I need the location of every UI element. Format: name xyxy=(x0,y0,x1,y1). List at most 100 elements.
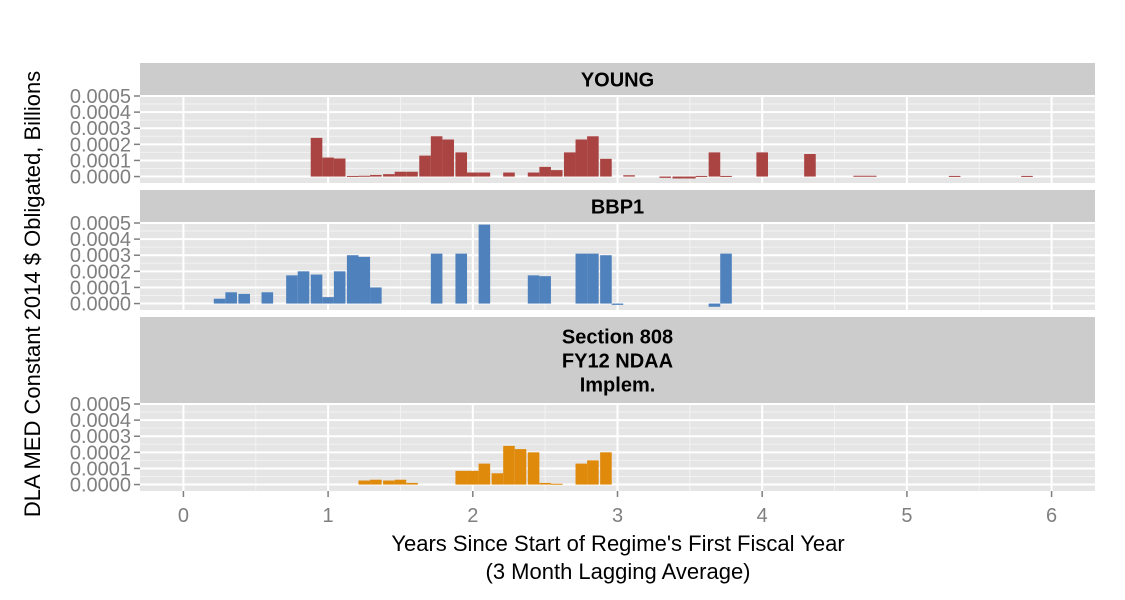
data-bar xyxy=(430,253,443,304)
data-bar xyxy=(370,287,382,304)
data-bar xyxy=(527,452,540,485)
data-bar xyxy=(406,482,418,485)
panel-strip-label: Implem. xyxy=(580,375,656,397)
y-tick-label: 0.0001 xyxy=(70,458,131,480)
data-bar xyxy=(297,271,310,304)
x-tick-label: 5 xyxy=(901,505,912,527)
data-bar xyxy=(358,175,371,177)
y-tick-label: 0.0001 xyxy=(70,277,131,299)
data-bar xyxy=(310,274,323,304)
data-bar xyxy=(503,172,515,177)
data-bar xyxy=(514,449,527,485)
data-bar xyxy=(442,139,454,177)
data-bar xyxy=(225,292,237,304)
data-bar xyxy=(527,275,540,304)
data-bar xyxy=(370,174,382,177)
data-bar xyxy=(383,480,395,485)
data-bar xyxy=(672,176,685,179)
data-bar xyxy=(587,460,599,485)
y-tick-label: 0.0002 xyxy=(70,134,131,156)
y-tick-label: 0.0003 xyxy=(70,118,131,140)
data-bar xyxy=(756,152,768,177)
data-bar xyxy=(394,479,407,485)
y-tick-label: 0.0000 xyxy=(70,294,131,316)
data-bar xyxy=(358,256,371,304)
data-bar xyxy=(708,152,721,177)
y-axis-title: DLA MED Constant 2014 $ Obligated, Billi… xyxy=(20,71,45,517)
data-bar xyxy=(383,174,395,177)
data-bar xyxy=(430,136,443,177)
data-bar xyxy=(503,445,515,485)
y-tick-label: 0.0002 xyxy=(70,261,131,283)
panel-strip xyxy=(140,63,1095,96)
data-bar xyxy=(261,292,274,304)
x-tick-label: 6 xyxy=(1046,505,1057,527)
y-tick-label: 0.0003 xyxy=(70,426,131,448)
data-bar xyxy=(370,479,382,485)
data-bar xyxy=(853,175,865,177)
y-tick-label: 0.0005 xyxy=(70,213,131,235)
panel-strip-label: BBP1 xyxy=(591,197,644,219)
data-bar xyxy=(455,253,468,304)
x-tick-label: 1 xyxy=(323,505,334,527)
data-bar xyxy=(467,470,479,485)
y-tick-label: 0.0000 xyxy=(70,167,131,189)
data-bar xyxy=(478,463,491,485)
y-tick-label: 0.0001 xyxy=(70,150,131,172)
data-bar xyxy=(948,175,961,177)
data-bar xyxy=(333,271,346,304)
x-tick-label: 2 xyxy=(467,505,478,527)
y-tick-label: 0.0005 xyxy=(70,86,131,108)
data-bar xyxy=(358,480,371,485)
data-bar xyxy=(478,224,491,304)
data-bar xyxy=(455,470,468,485)
y-tick-label: 0.0005 xyxy=(70,394,131,416)
data-bar xyxy=(527,172,540,177)
x-tick-label: 0 xyxy=(178,505,189,527)
data-bar xyxy=(550,170,563,177)
data-bar xyxy=(419,155,431,177)
y-tick-label: 0.0003 xyxy=(70,245,131,267)
data-bar xyxy=(611,303,624,305)
data-bar xyxy=(539,276,551,304)
data-bar xyxy=(310,137,323,177)
data-bar xyxy=(720,253,732,304)
data-bar xyxy=(864,175,877,177)
y-tick-label: 0.0004 xyxy=(70,229,131,251)
data-bar xyxy=(406,171,418,177)
y-tick-label: 0.0000 xyxy=(70,475,131,497)
chart-panels: YOUNG0.00000.00010.00020.00030.00040.000… xyxy=(70,63,1095,497)
panel-strip-label: Section 808 xyxy=(562,327,673,349)
data-bar xyxy=(720,175,732,177)
data-bar xyxy=(346,175,359,177)
data-bar xyxy=(550,483,563,485)
data-bar xyxy=(491,473,504,485)
panel-strip-label: YOUNG xyxy=(581,70,654,92)
data-bar xyxy=(575,463,588,485)
data-bar xyxy=(322,157,334,177)
data-bar xyxy=(539,482,551,485)
x-axis: 0 1 2 3 4 5 6 xyxy=(178,491,1057,527)
data-bar xyxy=(238,293,250,304)
data-bar xyxy=(467,172,479,177)
data-bar xyxy=(587,253,599,304)
data-bar xyxy=(478,172,491,177)
data-bar xyxy=(600,158,612,177)
data-bar xyxy=(575,139,588,177)
data-bar xyxy=(346,255,359,304)
data-bar xyxy=(623,175,635,177)
y-tick-label: 0.0004 xyxy=(70,410,131,432)
x-tick-label: 3 xyxy=(612,505,623,527)
data-bar xyxy=(394,171,407,177)
x-tick-label: 4 xyxy=(757,505,768,527)
x-axis-title-line-1: Years Since Start of Regime's First Fisc… xyxy=(391,531,844,556)
data-bar xyxy=(539,166,551,177)
data-bar xyxy=(587,136,599,177)
panel-strip xyxy=(140,190,1095,223)
data-bar xyxy=(455,152,468,177)
data-bar xyxy=(600,255,612,304)
data-bar xyxy=(684,176,696,179)
